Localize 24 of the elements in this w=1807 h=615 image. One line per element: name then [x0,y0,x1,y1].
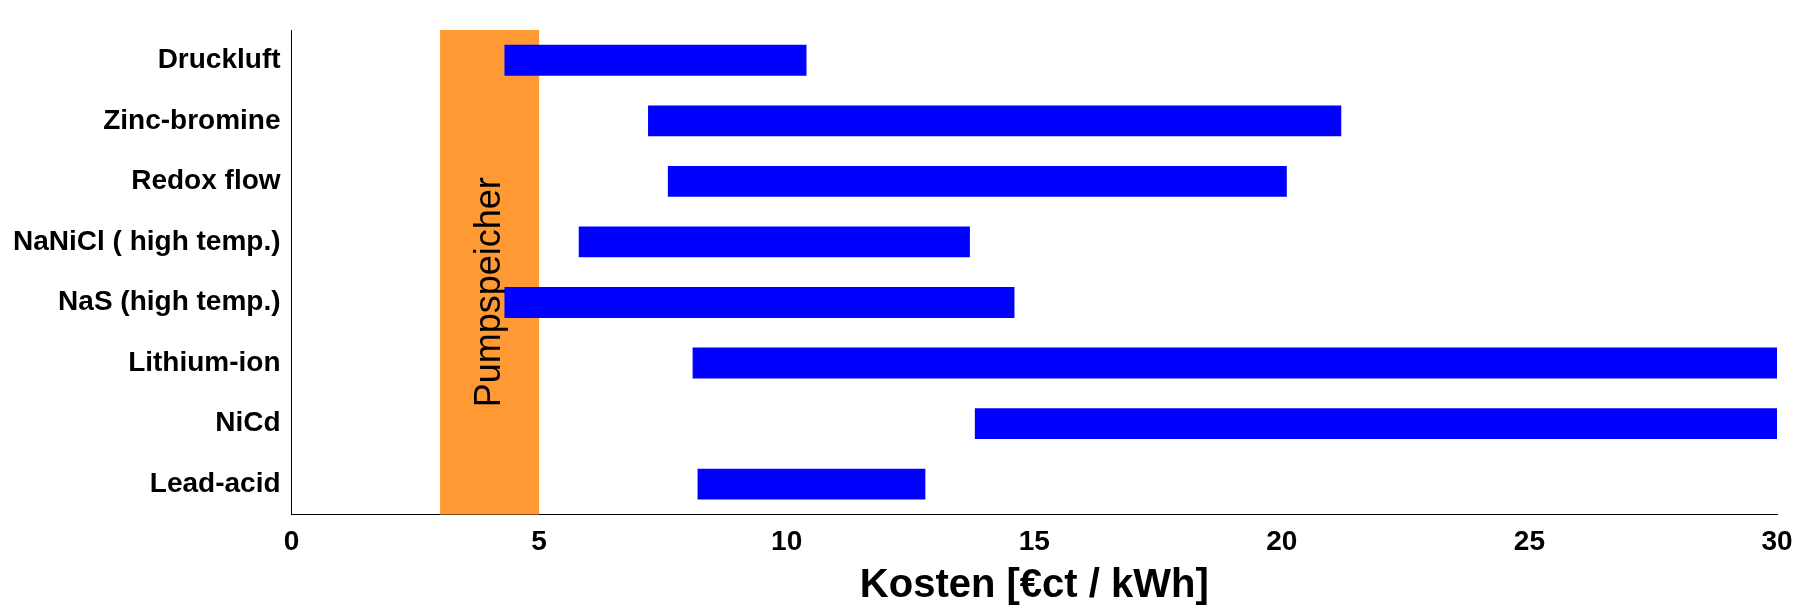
y-tick-label: NiCd [215,406,281,438]
y-tick-label: NaS (high temp.) [58,285,281,317]
bar [504,44,807,76]
bar [667,165,1287,197]
x-tick-label: 5 [531,524,547,556]
x-tick-label: 15 [1018,524,1050,556]
y-tick-label: Lithium-ion [128,345,281,377]
bar [697,468,926,500]
x-tick-label: 25 [1513,524,1545,556]
y-tick-label: Druckluft [157,42,281,74]
bar [692,347,1777,379]
x-tick-label: 30 [1761,524,1793,556]
y-tick-label: Redox flow [131,164,281,196]
x-tick-label: 20 [1266,524,1298,556]
y-tick-label: Zinc-bromine [103,103,281,135]
bar [974,408,1777,440]
bar [578,226,970,258]
x-tick-label: 10 [771,524,803,556]
band-label: Pumpspeicher [466,177,508,408]
y-tick-label: NaNiCl ( high temp.) [13,224,281,256]
x-axis-title: Kosten [€ct / kWh] [859,561,1209,606]
x-tick-label: 0 [283,524,300,556]
y-tick-label: Lead-acid [149,466,281,498]
bar [648,105,1342,137]
